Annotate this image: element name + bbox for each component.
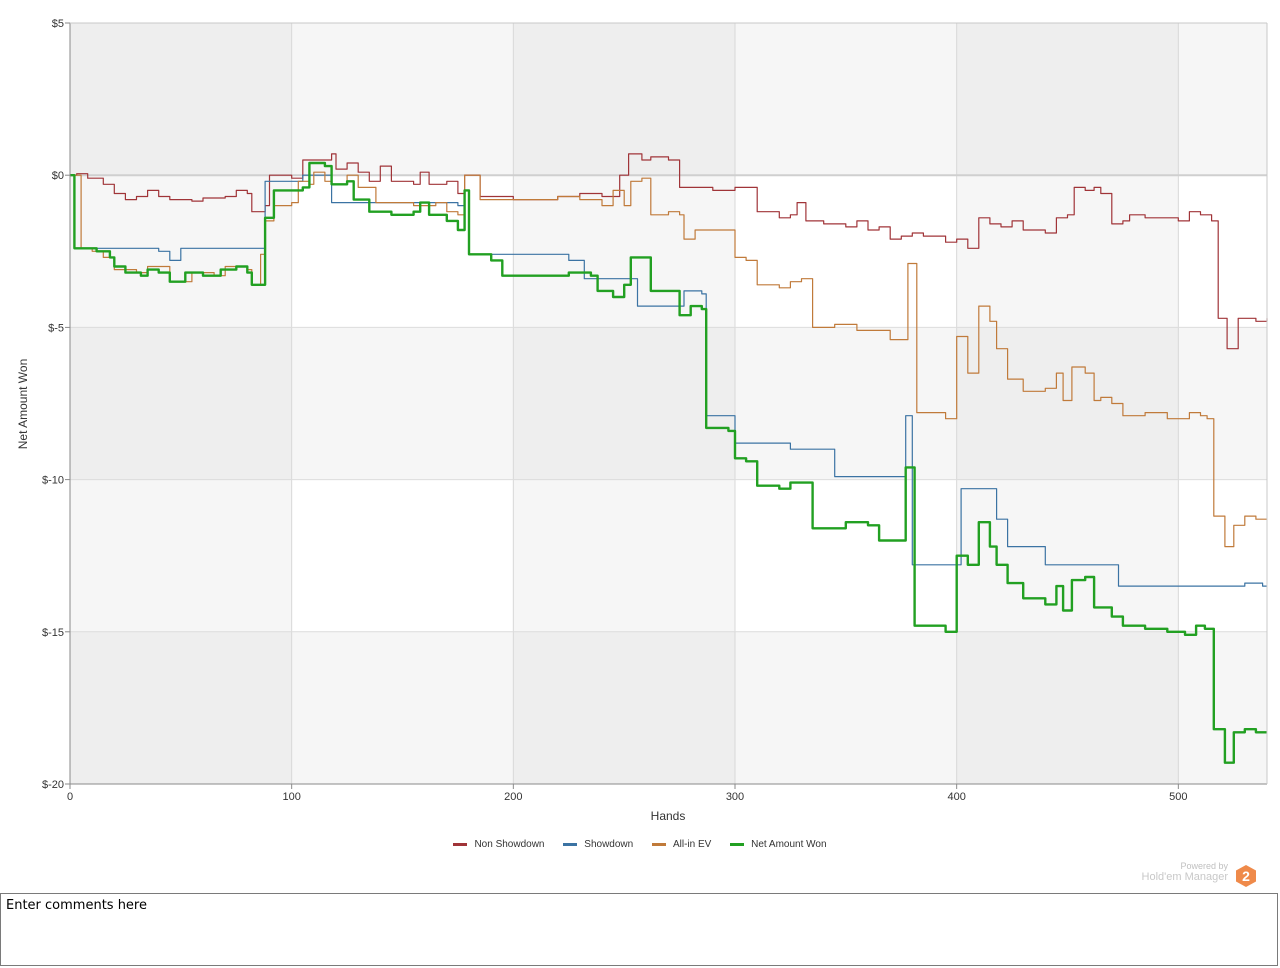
- x-tick-label: 300: [726, 791, 744, 803]
- plot-band: [70, 327, 292, 480]
- powered-by-text: Powered by: [1180, 861, 1228, 871]
- plot-band: [735, 327, 957, 480]
- plot-band: [513, 479, 735, 632]
- legend-swatch-net-amount-won: [730, 843, 745, 846]
- x-tick-label: 100: [282, 791, 300, 803]
- logo-number: 2: [1242, 868, 1250, 884]
- plot-band: [1178, 175, 1267, 328]
- plot-axes: [69, 22, 1268, 785]
- plot-band: [291, 327, 514, 480]
- series-line-showdown: [70, 174, 1267, 587]
- plot-background-bands: [70, 23, 1267, 784]
- y-tick-label: $-20: [42, 779, 64, 791]
- y-axis-title: Net Amount Won: [16, 359, 30, 450]
- plot-band: [1178, 327, 1267, 480]
- plot-band: [513, 631, 735, 784]
- plot-band: [735, 631, 957, 784]
- plot-band: [291, 175, 514, 328]
- plot-band: [1178, 479, 1267, 632]
- y-tick-label: $0: [52, 170, 64, 182]
- product-name: Hold'em Manager: [1141, 871, 1228, 883]
- series-line-non-showdown: [70, 153, 1268, 350]
- legend-label: Showdown: [584, 839, 634, 850]
- plot-band: [70, 23, 292, 176]
- plot-band: [735, 23, 957, 176]
- legend-item-showdown[interactable]: Showdown: [563, 839, 633, 850]
- legend-swatch-showdown: [563, 843, 578, 846]
- comments-field[interactable]: Enter comments here: [0, 893, 1278, 966]
- plot-band: [291, 479, 514, 632]
- plot-band: [956, 327, 1179, 480]
- plot-band: [513, 23, 735, 176]
- x-tick-label: 500: [1169, 791, 1187, 803]
- y-tick-label: $-5: [48, 322, 64, 334]
- plot-band: [1178, 23, 1267, 176]
- hem-logo-icon: 2: [1236, 865, 1256, 887]
- legend-item-net-amount-won[interactable]: Net Amount Won: [730, 839, 827, 850]
- legend-swatch-allin-ev: [651, 843, 666, 846]
- y-tick-label: $5: [52, 18, 64, 30]
- legend-label: All-in EV: [672, 839, 712, 850]
- legend-item-allin-ev[interactable]: All-in EV: [651, 839, 712, 850]
- powered-by-logo: Powered by Hold'em Manager 2: [1130, 860, 1260, 890]
- y-tick-label: $-10: [42, 475, 64, 487]
- plot-band: [956, 479, 1179, 632]
- plot-series-lines: [70, 153, 1268, 764]
- graph-chart: 0 100 200 300 400 500 $5 $0 $-5 $-10 $-15 $-20 Hand…: [16, 18, 1268, 823]
- legend-swatch-non-showdown: [453, 843, 468, 846]
- plot-band: [291, 23, 514, 176]
- plot-band: [291, 631, 514, 784]
- legend-label: Non Showdown: [474, 839, 545, 850]
- x-axis-title: Hands: [651, 809, 686, 823]
- plot-band: [735, 479, 957, 632]
- plot-band: [956, 631, 1179, 784]
- y-tick-label: $-15: [42, 627, 64, 639]
- chart-legend: Non Showdown Showdown All-in EV Net Amou…: [0, 838, 1280, 850]
- plot-band: [735, 175, 957, 328]
- x-tick-label: 0: [67, 791, 73, 803]
- legend-label: Net Amount Won: [751, 839, 827, 850]
- plot-band: [513, 327, 735, 480]
- x-tick-label: 400: [947, 791, 965, 803]
- series-line-net-amount-won: [70, 161, 1267, 764]
- plot-band: [70, 631, 292, 784]
- plot-band: [956, 175, 1179, 328]
- plot-band: [1178, 631, 1267, 784]
- x-tick-label: 200: [504, 791, 522, 803]
- axis-tick-labels: 0 100 200 300 400 500 $5 $0 $-5 $-10 $-15 $-20: [42, 18, 1188, 803]
- legend-item-non-showdown[interactable]: Non Showdown: [453, 839, 545, 850]
- plot-band: [70, 479, 292, 632]
- comments-text: Enter comments here: [6, 898, 147, 913]
- plot-band: [956, 23, 1179, 176]
